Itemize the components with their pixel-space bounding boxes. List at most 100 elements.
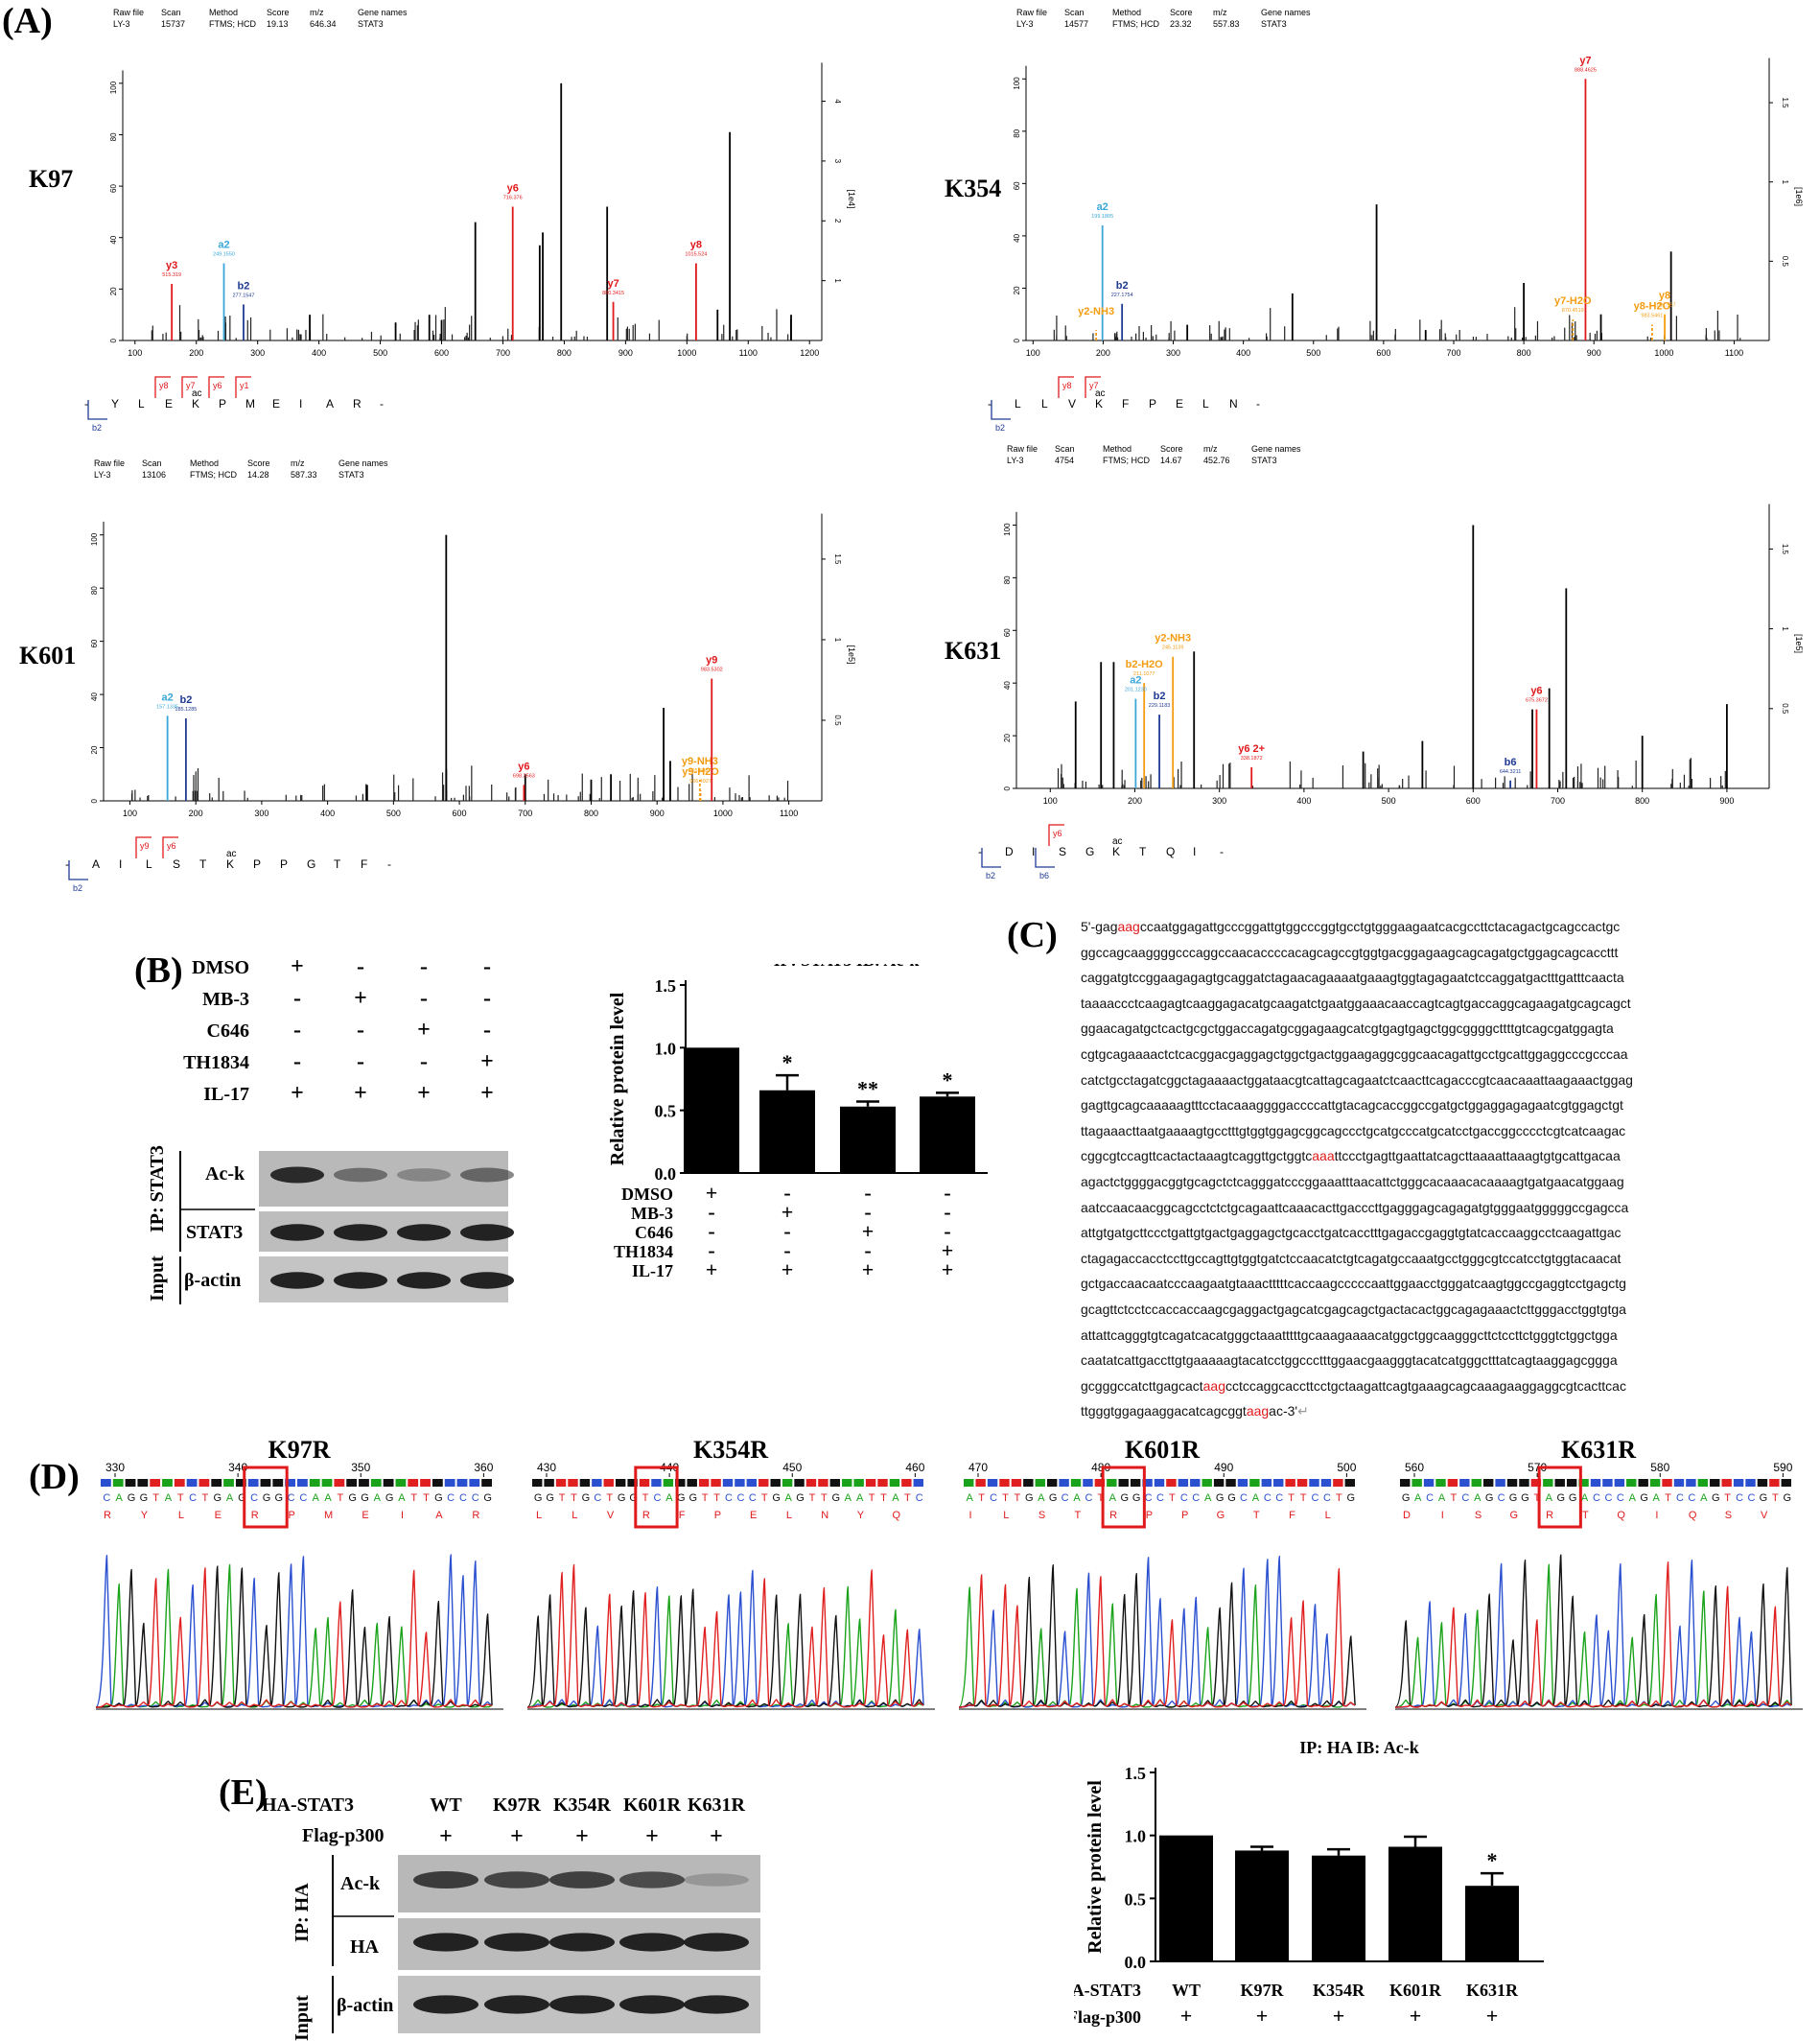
amino-acid: S bbox=[1475, 1510, 1482, 1521]
base-block bbox=[1506, 1479, 1518, 1487]
ion-mz: 229.1183 bbox=[1149, 703, 1171, 709]
significance-mark: * bbox=[782, 1050, 793, 1074]
base-letter: G bbox=[796, 1492, 805, 1504]
sequence-segment: cctccaggcaccttcctgctaagattcagtgaaagcagca… bbox=[1225, 1377, 1626, 1394]
chart-row-label: HA-STAT3 bbox=[1074, 1981, 1141, 2000]
base-block bbox=[1649, 1479, 1661, 1487]
meta-header: Scan bbox=[161, 8, 181, 17]
x-tick-label: 300 bbox=[254, 809, 268, 818]
blot-band bbox=[460, 1224, 514, 1241]
base-block bbox=[1166, 1479, 1177, 1487]
x-tick-label: 700 bbox=[1551, 796, 1565, 806]
panel-c-sequence: 5'-gagaagccaatggagattgcccggattgtggcccggt… bbox=[1081, 914, 1633, 1424]
meta-col: Score 14.67 bbox=[1160, 443, 1183, 466]
y-tick-label: 0 bbox=[1013, 338, 1021, 342]
base-letter: C bbox=[189, 1492, 197, 1504]
base-block bbox=[901, 1479, 912, 1487]
base-block bbox=[1602, 1479, 1613, 1487]
chart-row-sign: + bbox=[1410, 2004, 1422, 2028]
lane-sign: + bbox=[645, 1824, 659, 1849]
right-tick-label: 1.5 bbox=[1781, 544, 1789, 555]
base-block bbox=[592, 1479, 602, 1487]
base-letter: T bbox=[410, 1492, 417, 1504]
trace bbox=[96, 1567, 493, 1708]
base-block bbox=[1459, 1479, 1470, 1487]
amino-acid: L bbox=[572, 1510, 577, 1521]
base-letter: C bbox=[299, 1492, 307, 1504]
meta-header: Raw file bbox=[1007, 444, 1038, 454]
blot-label-ack: Ac-k bbox=[205, 1163, 245, 1185]
x-tick-label: 1000 bbox=[677, 348, 696, 358]
lysine-codon: aaa bbox=[1312, 1148, 1335, 1164]
ion-label: y9-NH3 bbox=[682, 756, 718, 767]
base-block bbox=[1400, 1479, 1411, 1487]
peptide-residue: Q bbox=[1166, 845, 1175, 858]
meta-header: Scan bbox=[1064, 8, 1085, 17]
base-letter: G bbox=[1784, 1492, 1792, 1504]
y-tick-label: 0 bbox=[90, 798, 99, 803]
sequence-segment: ctagagaccacctccttgccagttgtggtgatctccaaca… bbox=[1081, 1250, 1622, 1266]
base-block bbox=[1578, 1479, 1589, 1487]
right-tick-label: 4 bbox=[833, 99, 842, 104]
panel-label-c: (C) bbox=[1007, 915, 1058, 955]
base-block bbox=[125, 1479, 136, 1487]
meta-value: 587.33 bbox=[291, 470, 317, 480]
meta-header: Scan bbox=[1055, 444, 1075, 454]
ion-mz: 227.1754 bbox=[1111, 293, 1133, 298]
base-block bbox=[456, 1479, 468, 1487]
lysine-codon: aag bbox=[1202, 1377, 1225, 1394]
base-block bbox=[1530, 1479, 1542, 1487]
position-number: 500 bbox=[1337, 1461, 1356, 1474]
mutation-box bbox=[1101, 1466, 1146, 1529]
position-number: 480 bbox=[1091, 1461, 1110, 1474]
blot-band bbox=[619, 1933, 685, 1952]
blot-band bbox=[684, 1995, 749, 2014]
fragment-label: y6 bbox=[213, 381, 222, 390]
base-block bbox=[913, 1479, 923, 1487]
ion-label: a2 bbox=[162, 692, 174, 703]
base-block bbox=[770, 1479, 781, 1487]
meta-header: Gene names bbox=[338, 458, 388, 468]
peptide-residue: P bbox=[1149, 397, 1156, 411]
x-tick-label: 1100 bbox=[780, 809, 798, 818]
treatment-sign: + bbox=[354, 1081, 367, 1106]
chart-row-sign: K631R bbox=[1466, 1981, 1519, 2000]
meta-col: Scan 14577 bbox=[1064, 7, 1088, 30]
sequence-line: 5'-gagaagccaatggagattgcccggattgtggcccggt… bbox=[1081, 914, 1633, 940]
ion-label: y6 bbox=[518, 761, 529, 772]
treatment-sign: + bbox=[291, 1081, 304, 1106]
peptide-residue: T bbox=[334, 857, 341, 871]
amino-acid: R bbox=[104, 1510, 111, 1521]
ion-mz: 211.1077 bbox=[1133, 671, 1155, 677]
peptide-residue: I bbox=[1032, 845, 1035, 858]
x-tick-label: 900 bbox=[1719, 796, 1734, 806]
meta-value: FTMS; HCD bbox=[209, 19, 256, 29]
blot-band bbox=[549, 1871, 615, 1889]
x-tick-label: 800 bbox=[557, 348, 572, 358]
spectrum-plot: 0 20 40 60 80 100 100 200 300 400 500 600 700 800 900 1… bbox=[65, 513, 856, 893]
meta-value: LY-3 bbox=[94, 470, 111, 480]
amino-acid: Q bbox=[1617, 1510, 1625, 1521]
panel-b-blot: DMSO + - - - MB-3 - + - - C646 - - + - TH1834 - - - + IL-17 +… bbox=[147, 954, 514, 1304]
base-block bbox=[1344, 1479, 1355, 1487]
base-letter: C bbox=[1062, 1492, 1069, 1504]
base-block bbox=[865, 1479, 876, 1487]
chart-row-sign: - bbox=[783, 1238, 790, 1262]
base-block bbox=[444, 1479, 455, 1487]
panel-label-a: (A) bbox=[2, 1, 53, 41]
fragment-label: y8 bbox=[159, 381, 169, 390]
sequence-segment: ccaatggagattgcccggattgtggcccggtgcctgtggg… bbox=[1139, 919, 1621, 934]
base-letter: T bbox=[761, 1492, 768, 1504]
peptide-residue: A bbox=[92, 857, 100, 871]
amino-acid: R bbox=[472, 1510, 479, 1521]
base-letter: A bbox=[1546, 1492, 1553, 1504]
x-tick-label: 1200 bbox=[800, 348, 819, 358]
amino-acid: L bbox=[178, 1510, 184, 1521]
peptide-residue: G bbox=[307, 857, 315, 871]
base-block bbox=[1261, 1479, 1272, 1487]
y-tick-label: 80 bbox=[1013, 129, 1021, 137]
amino-acid: F bbox=[679, 1510, 686, 1521]
base-letter: G bbox=[546, 1492, 554, 1504]
base-letter: A bbox=[324, 1492, 332, 1504]
